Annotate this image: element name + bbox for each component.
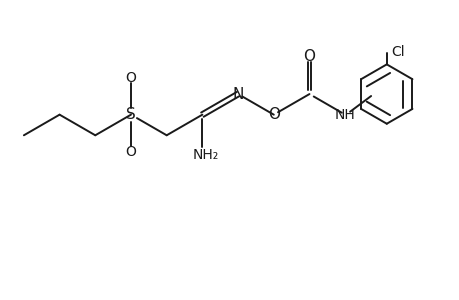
Text: O: O (125, 145, 136, 159)
Text: Cl: Cl (391, 45, 404, 58)
Text: O: O (303, 50, 315, 64)
Text: NH₂: NH₂ (192, 148, 218, 162)
Text: NH: NH (334, 108, 355, 122)
Text: S: S (126, 107, 135, 122)
Text: O: O (125, 70, 136, 85)
Text: O: O (267, 107, 279, 122)
Text: N: N (232, 87, 243, 102)
